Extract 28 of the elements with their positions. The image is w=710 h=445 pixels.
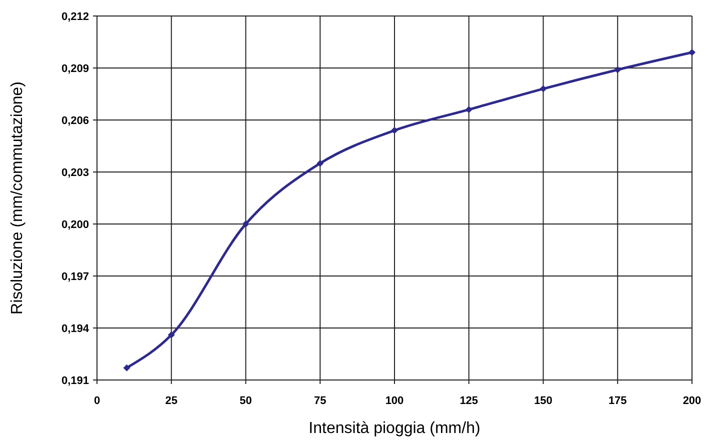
y-tick-label: 0,197 bbox=[61, 271, 89, 283]
point bbox=[465, 106, 472, 114]
y-tick-label: 0,206 bbox=[61, 115, 89, 127]
y-tick-label: 0,203 bbox=[61, 167, 89, 179]
x-tick-label: 100 bbox=[385, 395, 404, 407]
x-axis-title: Intensità pioggia (mm/h) bbox=[308, 420, 480, 437]
point bbox=[540, 85, 547, 92]
point bbox=[614, 66, 622, 74]
x-tick-label: 150 bbox=[534, 395, 552, 407]
y-tick-label: 0,194 bbox=[61, 323, 90, 335]
point bbox=[168, 331, 175, 338]
y-tick-label: 0,200 bbox=[61, 219, 89, 231]
y-tick-label: 0,209 bbox=[61, 63, 89, 75]
point bbox=[391, 126, 398, 134]
x-tick-label: 200 bbox=[682, 395, 702, 407]
y-axis-title: Risoluzione (mm/commutazione) bbox=[9, 82, 26, 314]
y-tick-label: 0,212 bbox=[61, 11, 89, 23]
x-tick-label: 25 bbox=[165, 395, 178, 407]
point bbox=[123, 364, 130, 372]
x-tick-label: 125 bbox=[460, 395, 478, 407]
point bbox=[688, 48, 696, 56]
x-tick-label: 50 bbox=[240, 395, 252, 407]
y-tick-label: 0,191 bbox=[61, 375, 89, 387]
x-tick-label: 75 bbox=[314, 395, 326, 407]
point bbox=[242, 220, 250, 228]
x-tick-label: 175 bbox=[608, 395, 627, 407]
point bbox=[316, 160, 324, 167]
x-tick-label: 0 bbox=[94, 395, 100, 407]
